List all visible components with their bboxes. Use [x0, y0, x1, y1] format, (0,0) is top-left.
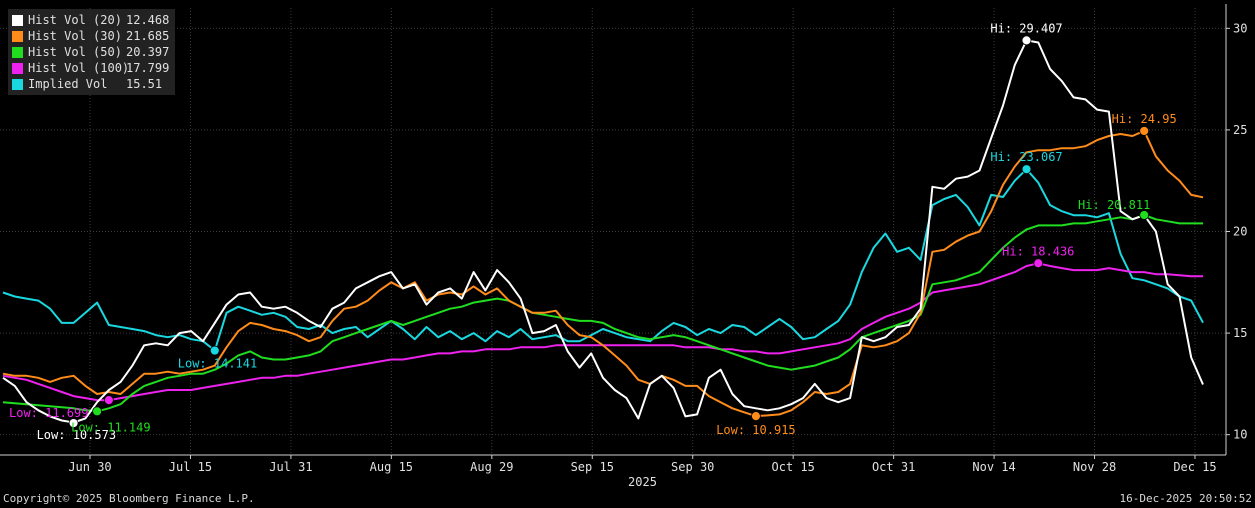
chart-legend: Hist Vol (20) 12.468 Hist Vol (30) 21.68… [8, 9, 176, 95]
x-tick-label: Oct 31 [872, 460, 915, 474]
annotation-label: Low: 10.573 [37, 428, 116, 442]
y-tick-label: 20 [1233, 225, 1247, 239]
legend-value: 21.685 [126, 29, 170, 43]
x-tick-label: Dec 15 [1173, 460, 1216, 474]
legend-label: Implied Vol [28, 77, 108, 91]
legend-label: Hist Vol (20) [28, 13, 122, 27]
legend-value: 12.468 [126, 13, 170, 27]
series-line-2 [2, 214, 1203, 413]
annotation-label: Hi: 20.811 [1078, 198, 1150, 212]
x-tick-label: Jul 31 [269, 460, 312, 474]
annotation-label: Hi: 29.407 [990, 21, 1062, 35]
legend-value: 17.799 [126, 61, 170, 75]
legend-value: 15.51 [126, 77, 163, 91]
annotation-marker [92, 406, 103, 417]
legend-swatch [12, 78, 23, 90]
y-tick-label: 25 [1233, 123, 1247, 137]
annotation-marker [209, 345, 220, 356]
x-tick-label: Sep 15 [571, 460, 614, 474]
legend-item: Hist Vol (50) 20.397 [12, 44, 169, 60]
annotation-marker [1033, 258, 1044, 269]
annotation-marker [1139, 126, 1150, 136]
series-line-0 [2, 39, 1204, 424]
x-tick-label: Oct 15 [772, 460, 815, 474]
annotation-label: Low: 10.915 [716, 423, 795, 437]
annotation-label: Low: 11.149 [71, 420, 150, 434]
annotation-label: Hi: 23.067 [990, 150, 1062, 164]
legend-item: Hist Vol (30) 21.685 [12, 28, 169, 44]
legend-item: Hist Vol (100) 17.799 [12, 60, 169, 76]
legend-value: 20.397 [126, 45, 170, 59]
annotation-label: Low: 14.141 [178, 357, 257, 371]
y-tick-label: 10 [1233, 428, 1247, 442]
x-tick-label: Aug 29 [470, 460, 513, 474]
annotation-marker [103, 395, 114, 406]
x-tick-label: Sep 30 [671, 460, 714, 474]
legend-swatch [12, 46, 23, 58]
annotation-marker [1021, 35, 1032, 46]
year-label: 2025 [628, 475, 657, 489]
x-tick-label: Jun 30 [68, 460, 111, 474]
legend-label: Hist Vol (30) [28, 29, 122, 43]
annotation-marker [1021, 164, 1032, 175]
legend-swatch [12, 62, 23, 74]
legend-item: Implied Vol 15.51 [12, 76, 169, 92]
legend-label: Hist Vol (100) [28, 61, 130, 75]
x-tick-label: Nov 28 [1073, 460, 1116, 474]
annotation-label: Hi: 18.436 [1002, 244, 1074, 258]
annotation-marker [68, 418, 79, 428]
series-line-1 [2, 129, 1204, 418]
annotation-label: Hi: 24.95 [1112, 112, 1177, 126]
x-tick-label: Jul 15 [169, 460, 212, 474]
legend-label: Hist Vol (50) [28, 45, 122, 59]
annotation-marker [1139, 210, 1150, 220]
copyright-text: Copyright© 2025 Bloomberg Finance L.P. [3, 492, 255, 505]
x-tick-label: Nov 14 [972, 460, 1015, 474]
annotation-label: Low: 11.699 [9, 406, 88, 420]
x-tick-label: Aug 15 [370, 460, 413, 474]
annotation-marker [751, 411, 761, 421]
y-tick-label: 15 [1233, 326, 1247, 340]
y-tick-label: 30 [1233, 21, 1247, 35]
timestamp-text: 16-Dec-2025 20:50:52 [1119, 492, 1252, 505]
legend-swatch [12, 14, 23, 26]
legend-swatch [12, 30, 23, 42]
legend-item: Hist Vol (20) 12.468 [12, 12, 169, 28]
